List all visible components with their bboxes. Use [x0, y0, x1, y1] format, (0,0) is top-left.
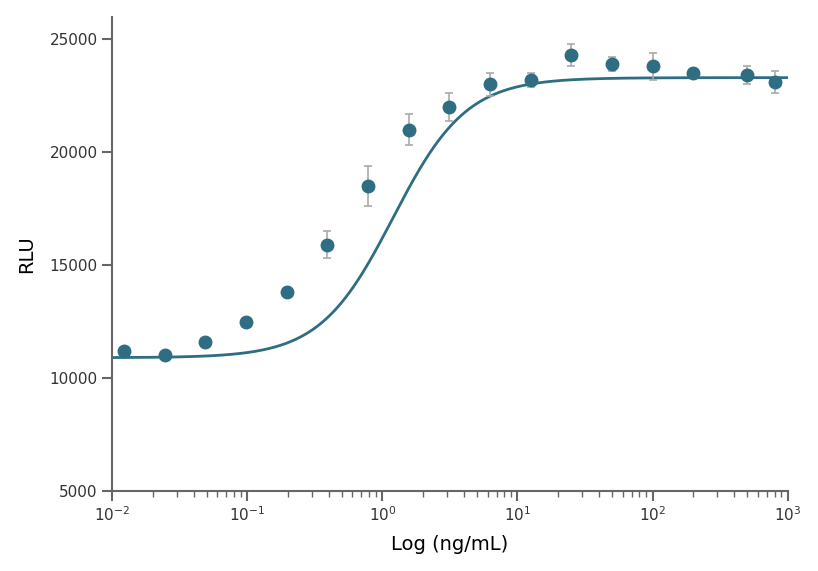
Y-axis label: RLU: RLU — [16, 235, 36, 273]
X-axis label: Log (ng/mL): Log (ng/mL) — [391, 536, 509, 554]
